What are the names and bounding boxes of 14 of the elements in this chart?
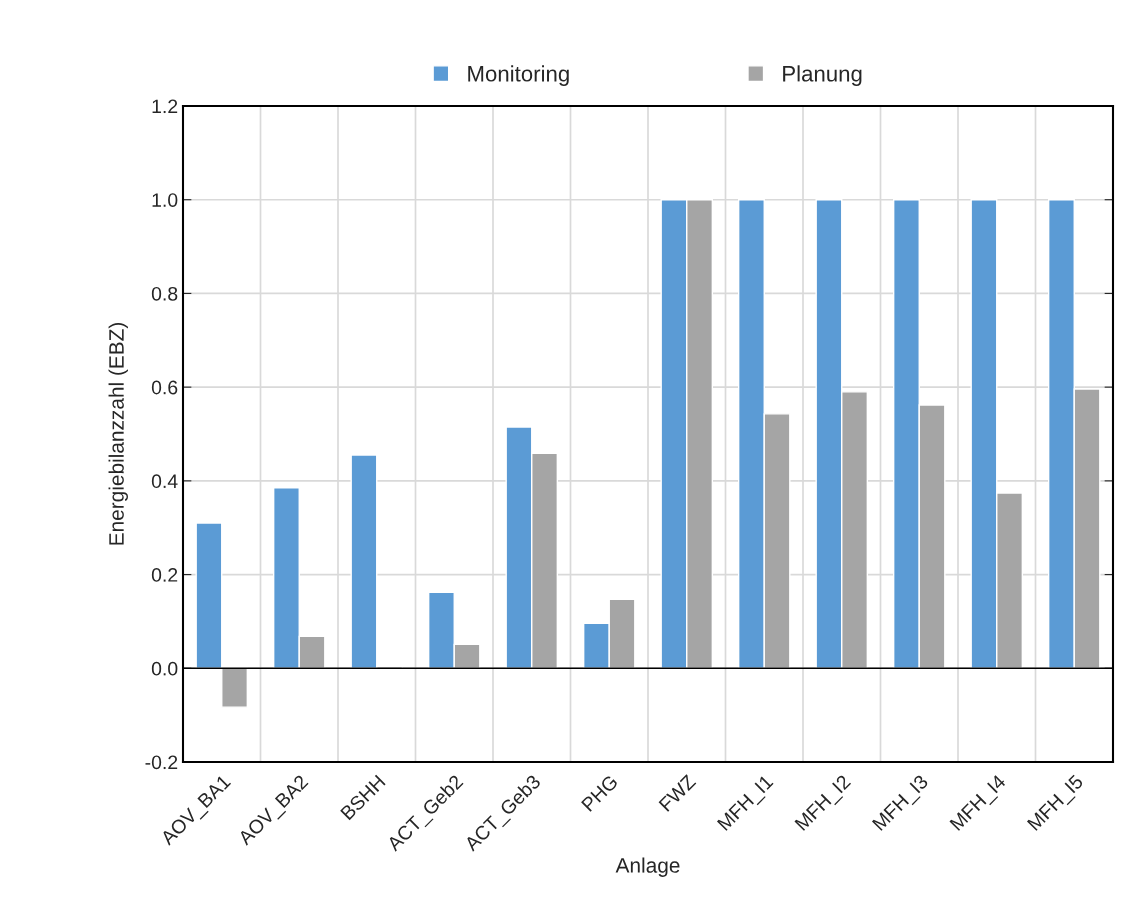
- y-tick-label: 1.0: [152, 193, 178, 207]
- y-tick-label: 1.2: [152, 99, 178, 114]
- legend-label: Monitoring: [468, 65, 569, 86]
- y-tick-label: 0.0: [151, 661, 178, 676]
- y-tick-label: 0.6: [151, 380, 178, 395]
- bar: [195, 522, 223, 669]
- y-tick-label: 0.4: [151, 474, 178, 489]
- legend-label: Planung: [783, 65, 862, 86]
- y-tick-label: 0.8: [151, 286, 178, 301]
- y-axis-title: Energiebilanzzahl (EBZ): [108, 322, 128, 545]
- y-tick-label: 0.2: [151, 568, 178, 582]
- x-axis-title: Anlage: [615, 857, 680, 877]
- bar: [221, 667, 249, 708]
- y-tick-label: -0.2: [145, 755, 178, 770]
